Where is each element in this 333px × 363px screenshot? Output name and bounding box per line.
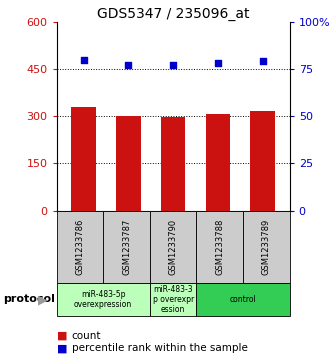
Text: ▶: ▶ — [38, 293, 48, 306]
Text: GSM1233787: GSM1233787 — [122, 219, 131, 275]
Text: percentile rank within the sample: percentile rank within the sample — [72, 343, 247, 354]
Text: ■: ■ — [57, 343, 67, 354]
Bar — [206, 114, 230, 211]
Bar — [71, 107, 96, 211]
Text: ■: ■ — [57, 331, 67, 341]
Title: GDS5347 / 235096_at: GDS5347 / 235096_at — [97, 7, 249, 21]
Bar — [116, 116, 141, 211]
Bar — [161, 117, 185, 211]
Text: protocol: protocol — [3, 294, 55, 305]
Text: control: control — [230, 295, 256, 304]
Text: miR-483-5p
overexpression: miR-483-5p overexpression — [74, 290, 132, 309]
Text: GSM1233786: GSM1233786 — [75, 219, 85, 275]
Text: GSM1233790: GSM1233790 — [168, 219, 178, 275]
Point — [170, 62, 176, 68]
Point — [260, 58, 265, 64]
Point — [215, 60, 221, 66]
Text: miR-483-3
p overexpr
ession: miR-483-3 p overexpr ession — [153, 285, 194, 314]
Bar — [250, 111, 275, 211]
Text: GSM1233789: GSM1233789 — [262, 219, 271, 275]
Point — [81, 57, 86, 62]
Point — [126, 62, 131, 68]
Text: count: count — [72, 331, 101, 341]
Text: GSM1233788: GSM1233788 — [215, 219, 224, 275]
